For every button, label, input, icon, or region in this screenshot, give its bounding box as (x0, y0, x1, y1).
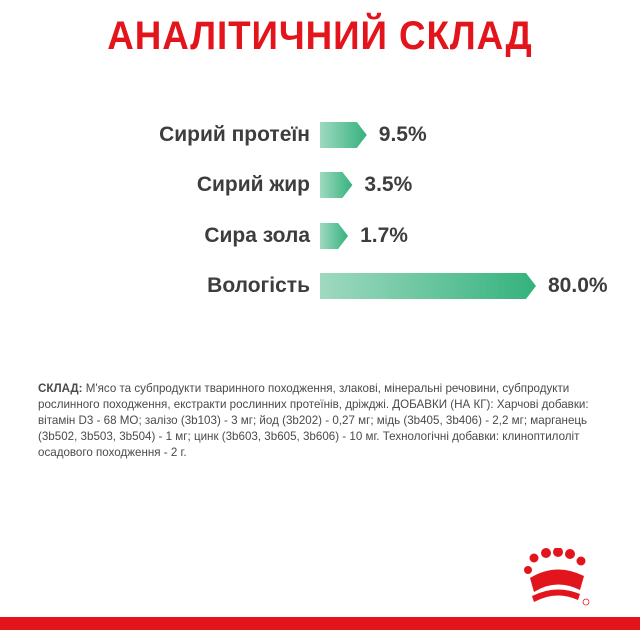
nutrient-bar (320, 273, 536, 299)
nutrient-value: 1.7% (360, 224, 408, 247)
nutrient-bar (320, 122, 367, 148)
nutrient-label: Сира зола (204, 224, 310, 247)
bottom-brand-bar (0, 617, 640, 630)
nutrient-value: 80.0% (548, 274, 608, 297)
nutrient-label: Сирий жир (196, 173, 310, 196)
nutrient-bar-shape (320, 122, 367, 148)
page-title: АНАЛІТИЧНИЙ СКЛАД (107, 14, 533, 58)
nutrient-bar-shape (320, 223, 349, 249)
royal-canin-crown-icon (524, 548, 590, 606)
nutrient-label: Вологість (207, 274, 310, 297)
nutrient-row: Сирий жир 3.5% (0, 170, 640, 200)
crown-logo-shape (524, 548, 586, 602)
nutrient-bar (320, 223, 349, 249)
nutrient-row: Сирий протеїн 9.5% (0, 120, 640, 150)
composition-label: СКЛАД: (38, 382, 83, 395)
nutrient-list: Сирий протеїн 9.5% Сирий жир 3.5% Сира з… (0, 120, 640, 301)
nutrient-bar (320, 172, 353, 198)
nutrient-row: Сира зола 1.7% (0, 221, 640, 251)
nutrient-row: Вологість 80.0% (0, 271, 640, 301)
nutrient-value: 9.5% (378, 123, 427, 146)
nutrient-bar-shape (320, 172, 353, 198)
composition-text: СКЛАД: М'ясо та субпродукти тваринного п… (38, 381, 598, 461)
nutrient-bar-shape (320, 273, 536, 299)
nutrient-label: Сирий протеїн (159, 123, 310, 146)
nutrient-value: 3.5% (364, 173, 413, 196)
composition-body: М'ясо та субпродукти тваринного походжен… (38, 382, 589, 459)
